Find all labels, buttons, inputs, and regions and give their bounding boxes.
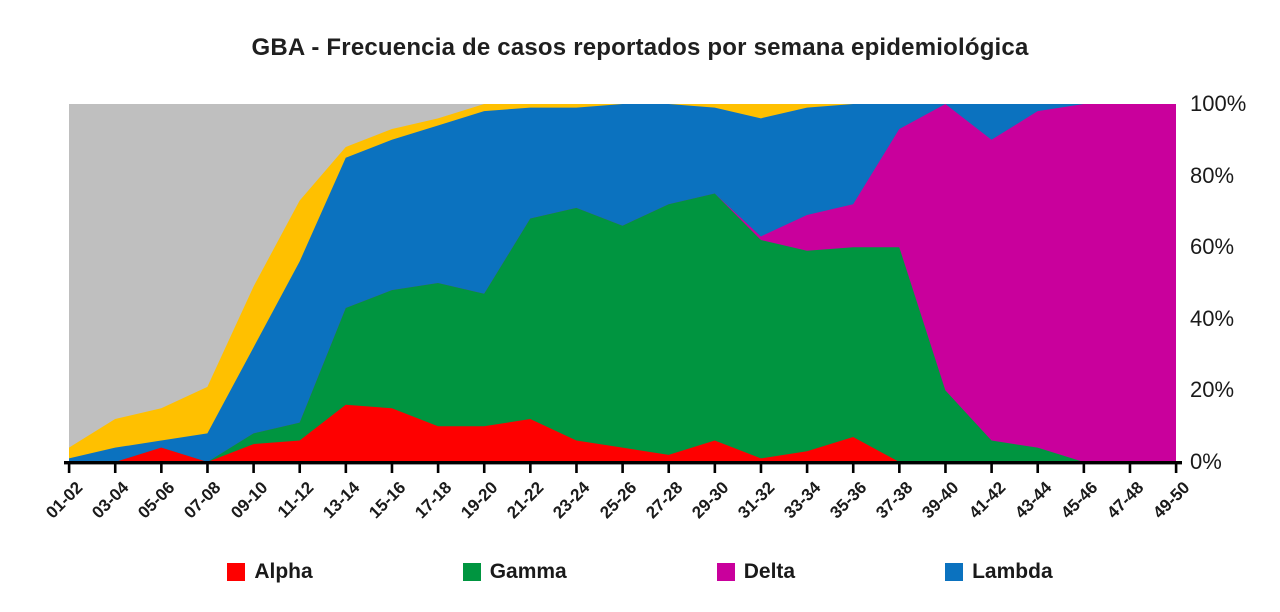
legend-item-delta: Delta [716,560,796,584]
x-tick [529,463,532,473]
legend: Alpha Gamma Delta Lambda [0,560,1280,584]
y-tick-label: 40% [1190,305,1235,331]
x-tick [252,463,255,473]
x-tick [206,463,209,473]
legend-item-alpha: Alpha [227,560,313,584]
legend-swatch-gamma [462,563,481,581]
legend-label: Gamma [489,560,567,583]
x-tick [1036,463,1040,473]
x-tick [436,463,440,473]
x-tick [898,463,901,473]
legend-label: Delta [743,560,796,583]
x-tick [1128,463,1132,473]
x-tick [667,463,671,473]
x-tick [575,463,578,473]
legend-swatch-lambda [945,563,964,581]
area-series-gamma [69,193,1176,462]
legend-item-gamma: Gamma [462,560,567,584]
x-tick [1174,463,1178,473]
legend-label: Lambda [972,560,1053,583]
x-tick [344,463,348,473]
legend-label: Alpha [254,560,313,583]
x-tick [944,463,947,473]
y-tick-label: 20% [1190,377,1235,403]
x-tick [990,463,993,473]
x-tick [759,463,763,473]
y-tick-label: 0% [1190,449,1222,474]
area-series-alpha [69,404,1176,462]
y-tick-label: 80% [1190,162,1235,188]
x-tick [67,463,71,473]
x-tick [621,463,624,473]
chart-title: GBA - Frecuencia de casos reportados por… [251,34,1029,61]
x-tick [160,463,163,473]
x-tick [298,463,302,473]
y-tick-label: 60% [1190,234,1235,260]
legend-item-lambda: Lambda [945,560,1053,584]
legend-swatch-delta [716,563,735,581]
x-tick [113,463,117,473]
x-tick [713,463,717,473]
x-tick [1082,463,1086,473]
x-axis-line [64,461,1182,465]
legend-swatch-alpha [227,563,246,581]
y-tick-label: 100% [1190,91,1247,116]
x-tick [851,463,855,473]
x-tick [805,463,809,473]
x-tick [482,463,486,473]
x-tick [390,463,394,473]
